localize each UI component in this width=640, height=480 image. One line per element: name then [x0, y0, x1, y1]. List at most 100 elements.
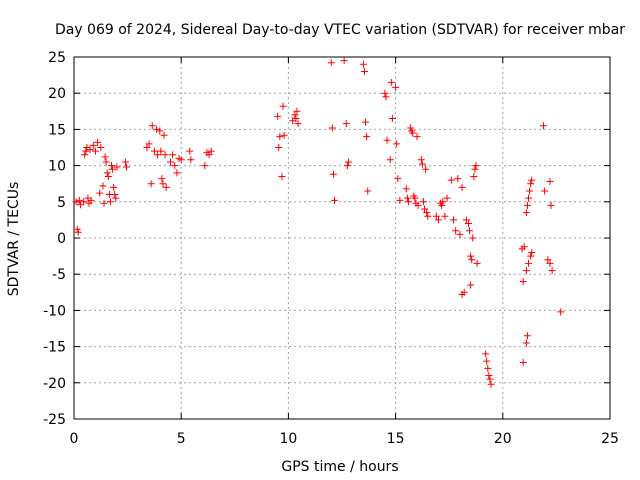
- data-point: [486, 375, 494, 383]
- data-point: [434, 216, 442, 224]
- data-point: [329, 170, 337, 178]
- data-point: [158, 175, 166, 183]
- data-point: [102, 158, 110, 166]
- data-point: [525, 194, 533, 202]
- x-tick-label: 25: [601, 431, 619, 447]
- data-point: [293, 107, 301, 115]
- data-point: [522, 267, 530, 275]
- x-tick-labels: 0 5 10 15 20 25: [70, 431, 619, 447]
- data-point: [386, 156, 394, 164]
- data-point: [89, 141, 97, 149]
- data-point: [424, 212, 432, 220]
- data-point: [392, 83, 400, 91]
- data-point: [161, 151, 169, 159]
- y-tick-label: -10: [43, 303, 66, 319]
- data-point: [520, 243, 528, 251]
- data-point: [205, 151, 213, 159]
- data-point: [156, 127, 164, 135]
- x-tick-label: 0: [70, 431, 79, 447]
- x-tick-label: 5: [177, 431, 186, 447]
- data-point: [86, 146, 94, 154]
- data-point: [101, 153, 109, 161]
- y-tick-labels: 25 20 15 10 5 0 -5 -10 -15 -20 -25: [43, 50, 66, 428]
- data-point: [528, 248, 536, 256]
- y-tick-label: 15: [48, 122, 66, 138]
- data-point: [403, 194, 411, 202]
- data-point: [72, 198, 80, 206]
- y-tick-label: 25: [48, 50, 66, 66]
- data-point: [147, 180, 155, 188]
- data-point: [527, 180, 535, 188]
- data-point: [361, 67, 369, 75]
- data-point: [439, 198, 447, 206]
- data-point: [274, 112, 282, 120]
- data-point: [407, 124, 415, 132]
- data-point: [483, 357, 491, 365]
- data-point: [548, 267, 556, 275]
- data-point: [382, 93, 390, 101]
- data-point: [523, 201, 531, 209]
- data-point: [526, 187, 534, 195]
- data-point: [402, 185, 410, 193]
- data-point: [110, 183, 118, 191]
- data-point: [330, 196, 338, 204]
- y-tick-label: 20: [48, 86, 66, 102]
- data-point: [207, 147, 215, 155]
- data-point: [143, 144, 151, 151]
- data-point: [449, 216, 457, 224]
- data-point: [106, 198, 114, 206]
- data-point: [109, 165, 117, 173]
- data-point: [458, 183, 466, 191]
- data-point: [75, 196, 83, 204]
- data-point: [160, 131, 168, 139]
- y-tick-label: -20: [43, 376, 66, 392]
- data-point: [112, 194, 120, 202]
- data-point: [523, 332, 531, 340]
- x-tick-label: 20: [494, 431, 512, 447]
- data-point: [409, 129, 417, 137]
- data-point: [396, 196, 404, 204]
- data-point: [276, 133, 284, 141]
- data-point: [362, 118, 370, 126]
- y-tick-label: -25: [43, 412, 66, 428]
- data-point: [469, 234, 477, 242]
- data-point: [292, 115, 300, 123]
- data-point: [443, 194, 451, 202]
- data-point: [388, 115, 396, 123]
- data-point: [484, 364, 492, 372]
- data-point: [473, 259, 481, 267]
- y-tick-label: -5: [52, 267, 66, 283]
- data-point: [419, 198, 427, 206]
- data-point: [454, 175, 462, 183]
- data-point: [482, 350, 490, 358]
- data-point: [522, 339, 530, 347]
- grid-lines: [74, 57, 610, 419]
- data-point: [150, 147, 158, 155]
- data-point: [528, 176, 536, 184]
- data-point: [541, 187, 549, 195]
- data-points: [72, 57, 565, 388]
- data-point: [91, 147, 99, 155]
- data-point: [278, 172, 286, 180]
- y-tick-label: -15: [43, 340, 66, 356]
- data-point: [154, 151, 162, 159]
- data-point: [87, 196, 95, 204]
- data-point: [145, 140, 153, 148]
- data-point: [343, 162, 351, 170]
- data-point: [359, 60, 367, 68]
- data-point: [423, 209, 431, 217]
- data-point: [100, 199, 108, 207]
- data-point: [108, 162, 116, 170]
- data-point: [148, 122, 156, 130]
- data-point: [485, 372, 493, 380]
- x-axis-label: GPS time / hours: [281, 459, 398, 475]
- data-point: [123, 163, 131, 171]
- data-point: [169, 151, 177, 159]
- data-point: [173, 169, 181, 177]
- data-point: [467, 252, 475, 260]
- data-point: [547, 201, 555, 209]
- data-point: [166, 158, 174, 166]
- y-tick-label: 10: [48, 159, 66, 175]
- data-point: [394, 175, 402, 183]
